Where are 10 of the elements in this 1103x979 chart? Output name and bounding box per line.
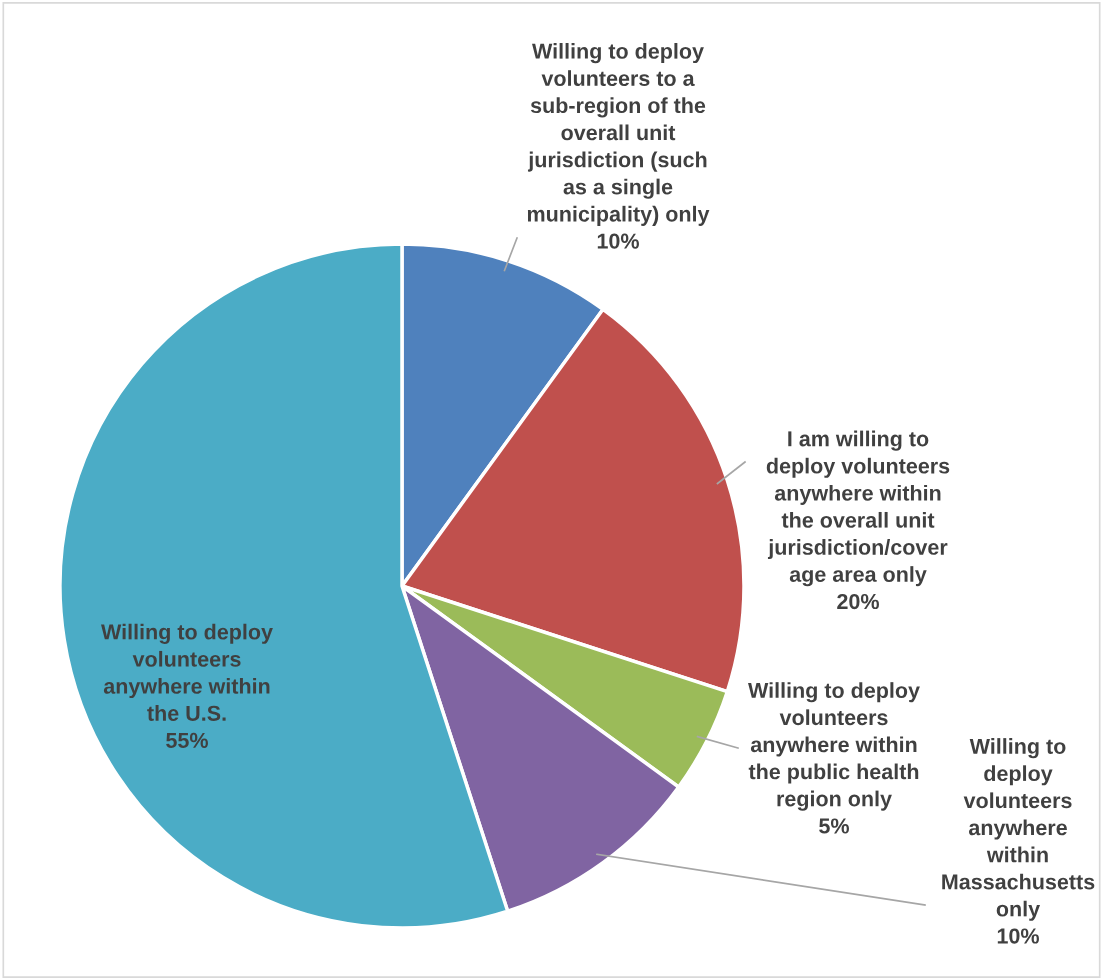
slice-label: Willing to deploy volunteers anywhere within the U.S.	[101, 623, 273, 721]
data-label: 10%	[597, 233, 639, 249]
slice-label: Willing to deploy volunteers anywhere within the public health region only	[748, 682, 920, 811]
data-label: 20%	[837, 593, 879, 610]
slice-label: Willing to deploy volunteers to a sub-region of the overall unit jurisdiction (such as a single municipality) only	[527, 43, 710, 226]
slice-label: Willing to deploy volunteers anywhere within Massachusetts only	[942, 738, 1095, 921]
data-label: 55%	[166, 732, 208, 748]
data-label: 5%	[819, 818, 849, 834]
data-label: 10%	[997, 928, 1039, 944]
slice-label: I am willing to deploy volunteers anywhere within the overall unit jurisdiction/cover age area only	[766, 430, 950, 587]
